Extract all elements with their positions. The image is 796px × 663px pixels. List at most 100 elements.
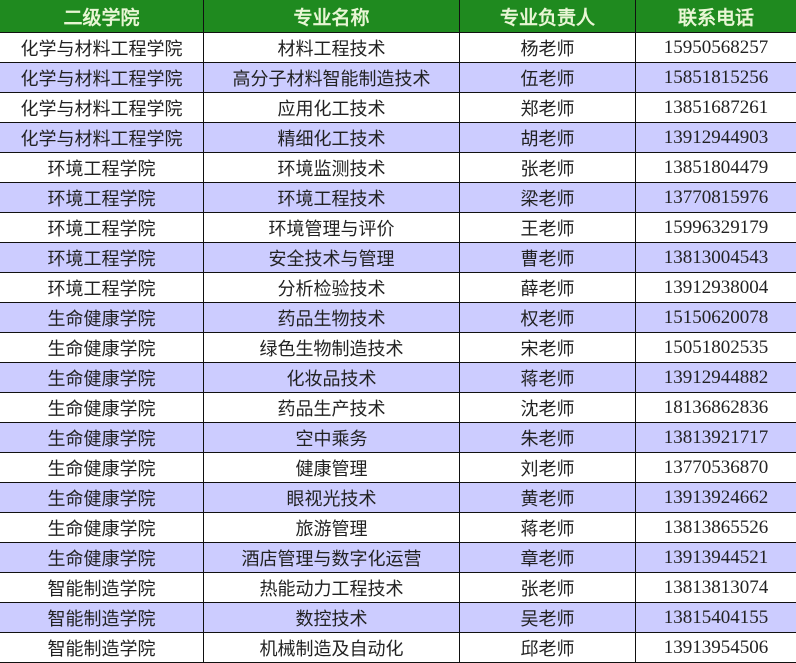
phone-cell: 13851804479: [636, 153, 796, 183]
major-cell: 旅游管理: [204, 513, 460, 543]
college-cell: 生命健康学院: [0, 453, 204, 483]
major-cell: 酒店管理与数字化运营: [204, 543, 460, 573]
major-cell: 应用化工技术: [204, 93, 460, 123]
major-cell: 药品生物技术: [204, 303, 460, 333]
college-cell: 生命健康学院: [0, 393, 204, 423]
phone-cell: 13851687261: [636, 93, 796, 123]
major-cell: 化妆品技术: [204, 363, 460, 393]
major-cell: 空中乘务: [204, 423, 460, 453]
leader-cell: 蒋老师: [460, 363, 636, 393]
leader-cell: 梁老师: [460, 183, 636, 213]
major-cell: 安全技术与管理: [204, 243, 460, 273]
leader-cell: 薛老师: [460, 273, 636, 303]
college-cell: 化学与材料工程学院: [0, 33, 204, 63]
college-cell: 化学与材料工程学院: [0, 93, 204, 123]
phone-cell: 13813004543: [636, 243, 796, 273]
leader-cell: 郑老师: [460, 93, 636, 123]
leader-cell: 蒋老师: [460, 513, 636, 543]
phone-cell: 15051802535: [636, 333, 796, 363]
college-cell: 智能制造学院: [0, 633, 204, 663]
leader-cell: 张老师: [460, 153, 636, 183]
major-cell: 精细化工技术: [204, 123, 460, 153]
phone-cell: 13813865526: [636, 513, 796, 543]
leader-cell: 张老师: [460, 573, 636, 603]
phone-cell: 13813921717: [636, 423, 796, 453]
phone-cell: 15950568257: [636, 33, 796, 63]
phone-cell: 13913944521: [636, 543, 796, 573]
phone-cell: 15851815256: [636, 63, 796, 93]
college-cell: 生命健康学院: [0, 513, 204, 543]
college-cell: 智能制造学院: [0, 573, 204, 603]
major-cell: 数控技术: [204, 603, 460, 633]
major-cell: 热能动力工程技术: [204, 573, 460, 603]
major-cell: 机械制造及自动化: [204, 633, 460, 663]
college-cell: 环境工程学院: [0, 213, 204, 243]
phone-cell: 13813813074: [636, 573, 796, 603]
leader-cell: 伍老师: [460, 63, 636, 93]
leader-cell: 邱老师: [460, 633, 636, 663]
leader-cell: 朱老师: [460, 423, 636, 453]
leader-cell: 黄老师: [460, 483, 636, 513]
major-cell: 环境管理与评价: [204, 213, 460, 243]
phone-cell: 13912944882: [636, 363, 796, 393]
major-cell: 药品生产技术: [204, 393, 460, 423]
header-leader: 专业负责人: [460, 1, 636, 33]
header-phone: 联系电话: [636, 1, 796, 33]
major-cell: 环境工程技术: [204, 183, 460, 213]
leader-cell: 杨老师: [460, 33, 636, 63]
header-major: 专业名称: [204, 1, 460, 33]
header-college: 二级学院: [0, 1, 204, 33]
leader-cell: 宋老师: [460, 333, 636, 363]
college-cell: 生命健康学院: [0, 543, 204, 573]
leader-cell: 吴老师: [460, 603, 636, 633]
phone-cell: 13913924662: [636, 483, 796, 513]
leader-cell: 沈老师: [460, 393, 636, 423]
phone-cell: 15996329179: [636, 213, 796, 243]
phone-cell: 13815404155: [636, 603, 796, 633]
college-cell: 生命健康学院: [0, 363, 204, 393]
leader-cell: 王老师: [460, 213, 636, 243]
phone-cell: 13912944903: [636, 123, 796, 153]
leader-cell: 刘老师: [460, 453, 636, 483]
phone-cell: 13770536870: [636, 453, 796, 483]
college-cell: 生命健康学院: [0, 333, 204, 363]
college-cell: 化学与材料工程学院: [0, 123, 204, 153]
leader-cell: 胡老师: [460, 123, 636, 153]
major-cell: 分析检验技术: [204, 273, 460, 303]
leader-cell: 章老师: [460, 543, 636, 573]
college-cell: 智能制造学院: [0, 603, 204, 633]
college-cell: 环境工程学院: [0, 153, 204, 183]
major-cell: 健康管理: [204, 453, 460, 483]
college-cell: 生命健康学院: [0, 303, 204, 333]
major-cell: 高分子材料智能制造技术: [204, 63, 460, 93]
major-cell: 绿色生物制造技术: [204, 333, 460, 363]
major-cell: 材料工程技术: [204, 33, 460, 63]
college-cell: 环境工程学院: [0, 273, 204, 303]
phone-cell: 15150620078: [636, 303, 796, 333]
phone-cell: 13913954506: [636, 633, 796, 663]
phone-cell: 13912938004: [636, 273, 796, 303]
header-row: 二级学院 专业名称 专业负责人 联系电话: [0, 1, 796, 33]
college-cell: 生命健康学院: [0, 483, 204, 513]
college-cell: 生命健康学院: [0, 423, 204, 453]
